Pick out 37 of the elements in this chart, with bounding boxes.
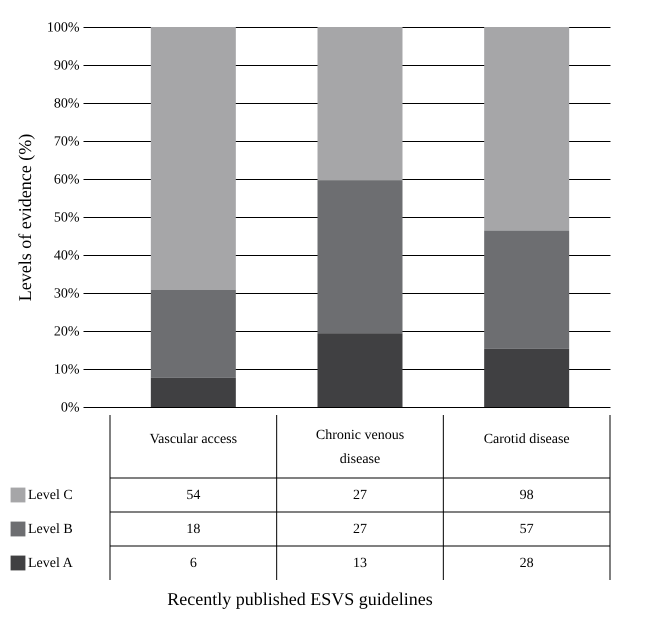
x-tick-label: Vascular access [150, 432, 238, 447]
y-tick-label: 70% [54, 134, 80, 150]
bar [484, 348, 570, 407]
y-tick-label: 100% [46, 20, 80, 36]
text: 27 [353, 522, 367, 537]
x-tick-label: Carotid disease [484, 432, 570, 447]
text: 18 [186, 522, 200, 537]
y-tick-label: 30% [54, 286, 80, 302]
bar [318, 333, 402, 407]
y-tick-label: 10% [54, 362, 80, 378]
y-tick-label: 50% [54, 210, 80, 226]
text: 57 [520, 522, 534, 537]
bar [318, 27, 402, 180]
bar [150, 378, 236, 407]
bar [318, 180, 402, 334]
text: 6 [190, 556, 197, 571]
legend-label: Level B [28, 522, 73, 537]
x-tick-label: Chronic venous disease [316, 428, 404, 467]
legend-label: Level C [28, 488, 73, 503]
y-tick-label: 80% [54, 96, 80, 112]
y-axis-title: Levels of evidence (%) [14, 134, 35, 302]
bar [484, 27, 570, 231]
text: 27 [353, 488, 367, 503]
y-tick-label: 90% [54, 58, 80, 74]
text: 54 [186, 488, 200, 503]
bar [150, 27, 236, 290]
text: 98 [520, 488, 534, 503]
legend-label: Level A [28, 556, 74, 571]
y-tick-label: 20% [54, 324, 80, 340]
bar [150, 290, 236, 378]
y-tick-label: 40% [54, 248, 80, 264]
y-tick-label: 0% [60, 400, 80, 416]
bar [484, 230, 570, 349]
text: 28 [520, 556, 534, 571]
text: 13 [353, 556, 367, 571]
y-tick-label: 60% [54, 172, 80, 188]
text: Recently published ESVS guidelines [167, 589, 433, 609]
